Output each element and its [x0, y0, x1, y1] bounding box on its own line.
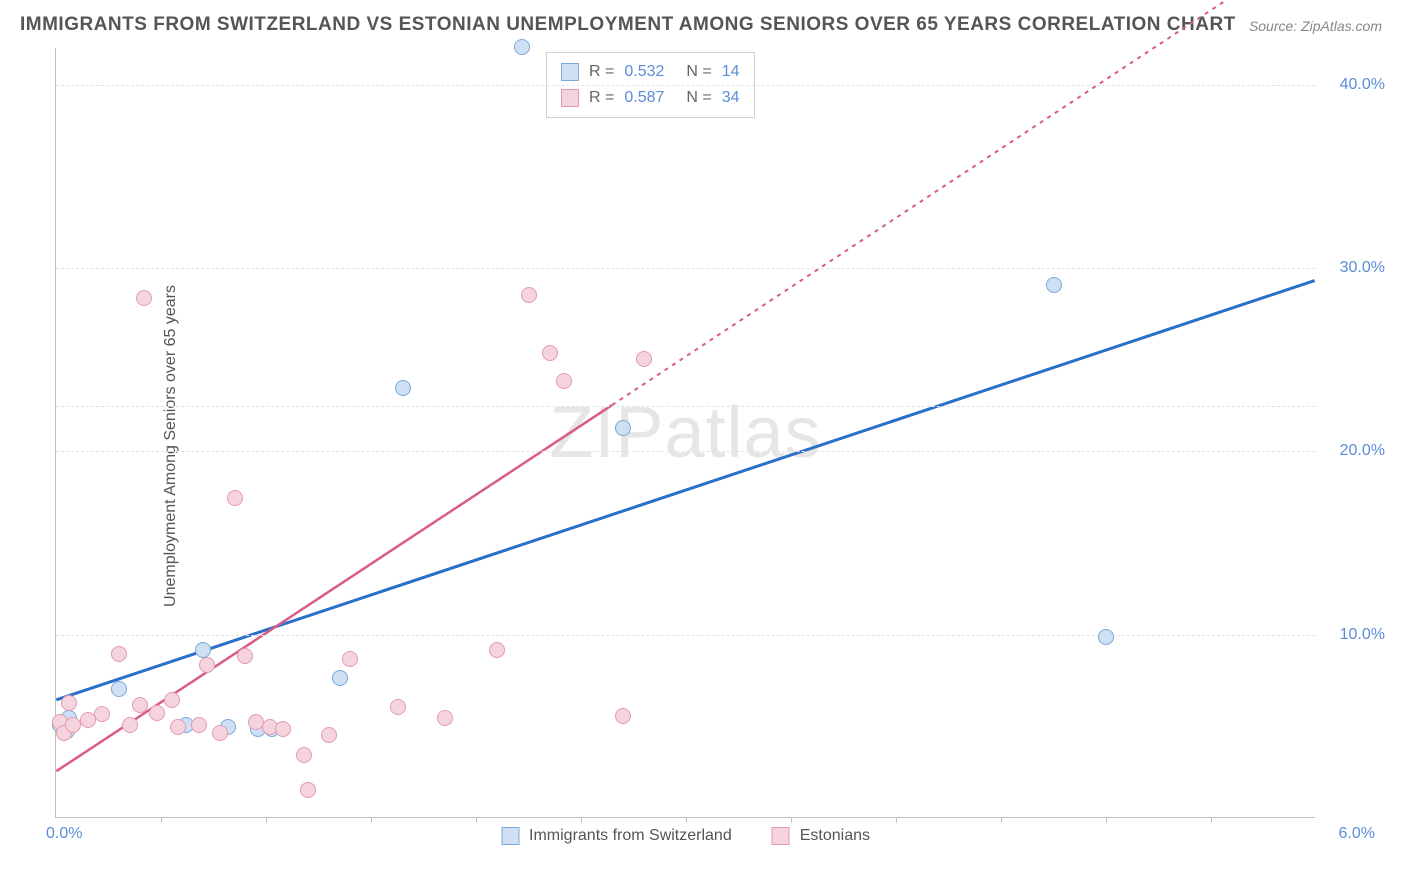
data-point	[395, 380, 411, 396]
data-point	[111, 646, 127, 662]
data-point	[514, 39, 530, 55]
gridline	[56, 406, 1315, 407]
legend-item-1: Immigrants from Switzerland	[501, 827, 732, 845]
data-point	[332, 670, 348, 686]
y-axis-tick: 10.0%	[1340, 626, 1385, 644]
x-axis-tickmark	[371, 817, 372, 823]
data-point	[321, 727, 337, 743]
data-point	[1046, 277, 1062, 293]
data-point	[556, 373, 572, 389]
data-point	[191, 717, 207, 733]
x-axis-tick-last: 6.0%	[1339, 825, 1375, 843]
x-axis-tickmark	[1211, 817, 1212, 823]
data-point	[615, 420, 631, 436]
data-point	[542, 345, 558, 361]
y-axis-tick: 20.0%	[1340, 442, 1385, 460]
data-point	[199, 657, 215, 673]
data-point	[149, 705, 165, 721]
x-axis-tickmark	[686, 817, 687, 823]
x-axis-tickmark	[476, 817, 477, 823]
x-axis-tickmark	[791, 817, 792, 823]
data-point	[164, 692, 180, 708]
data-point	[275, 721, 291, 737]
source-label: Source: ZipAtlas.com	[1249, 18, 1382, 34]
data-point	[61, 695, 77, 711]
x-axis-tickmark	[1001, 817, 1002, 823]
data-point	[227, 490, 243, 506]
data-point	[296, 747, 312, 763]
legend-swatch-icon	[501, 827, 519, 845]
legend-item-2: Estonians	[772, 827, 870, 845]
data-point	[212, 725, 228, 741]
gridline	[56, 85, 1315, 86]
data-point	[80, 712, 96, 728]
data-point	[521, 287, 537, 303]
legend-item-label-1: Immigrants from Switzerland	[529, 827, 732, 845]
y-axis-tick: 30.0%	[1340, 259, 1385, 277]
data-point	[170, 719, 186, 735]
x-axis-tickmark	[581, 817, 582, 823]
data-point	[615, 708, 631, 724]
scatter-chart: ZIPatlas R = 0.532 N = 14 R = 0.587 N = …	[55, 48, 1315, 818]
data-point	[489, 642, 505, 658]
series-legend: Immigrants from Switzerland Estonians	[501, 827, 870, 845]
data-point	[390, 699, 406, 715]
data-point	[132, 697, 148, 713]
gridline	[56, 635, 1315, 636]
data-point	[94, 706, 110, 722]
data-point	[248, 714, 264, 730]
gridline	[56, 451, 1315, 452]
data-point	[111, 681, 127, 697]
data-point	[195, 642, 211, 658]
legend-item-label-2: Estonians	[800, 827, 870, 845]
data-point	[136, 290, 152, 306]
trend-lines	[56, 48, 1315, 817]
gridline	[56, 268, 1315, 269]
legend-swatch-icon	[772, 827, 790, 845]
data-point	[636, 351, 652, 367]
x-axis-tickmark	[266, 817, 267, 823]
y-axis-tick: 40.0%	[1340, 76, 1385, 94]
x-axis-tick-first: 0.0%	[46, 825, 82, 843]
x-axis-tickmark	[896, 817, 897, 823]
data-point	[300, 782, 316, 798]
chart-title: IMMIGRANTS FROM SWITZERLAND VS ESTONIAN …	[20, 14, 1236, 36]
data-point	[122, 717, 138, 733]
data-point	[65, 717, 81, 733]
x-axis-tickmark	[1106, 817, 1107, 823]
data-point	[1098, 629, 1114, 645]
x-axis-tickmark	[161, 817, 162, 823]
data-point	[437, 710, 453, 726]
data-point	[342, 651, 358, 667]
data-point	[237, 648, 253, 664]
